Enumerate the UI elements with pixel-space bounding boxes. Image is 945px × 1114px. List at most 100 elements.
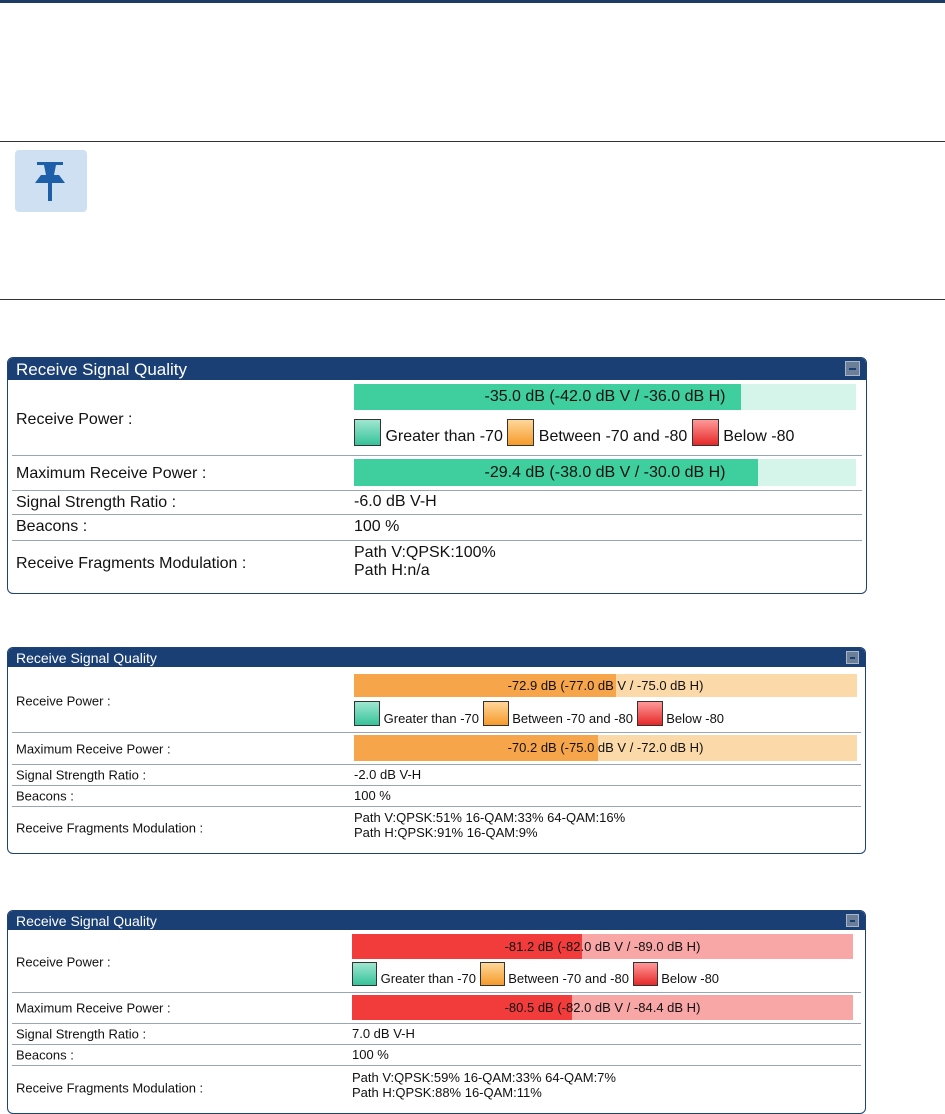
- green-swatch-icon: [354, 701, 380, 726]
- beacons-label: Beacons :: [16, 788, 74, 803]
- beacons-label: Beacons :: [16, 1047, 74, 1062]
- receive-power-bar: -35.0 dB (-42.0 dB V / -36.0 dB H): [354, 384, 856, 410]
- modulation-row: Receive Fragments Modulation : Path V:QP…: [8, 807, 865, 849]
- max-receive-power-value: -29.4 dB (-38.0 dB V / -30.0 dB H): [484, 464, 726, 481]
- red-swatch-icon: [636, 701, 663, 726]
- beacons-value: 100 %: [352, 1047, 389, 1062]
- pushpin-icon: [15, 150, 87, 212]
- signal-strength-ratio-label: Signal Strength Ratio :: [16, 767, 147, 783]
- max-receive-power-bar: -29.4 dB (-38.0 dB V / -30.0 dB H): [354, 459, 856, 486]
- max-receive-power-bar-fill: [354, 459, 759, 486]
- max-receive-power-row: Maximum Receive Power : -80.5 dB (-82.0 …: [8, 993, 865, 1023]
- row-divider: [12, 514, 862, 515]
- receive-power-bar-fill: [352, 934, 583, 959]
- receive-power-bar-fill: [354, 674, 616, 697]
- modulation-row: Receive Fragments Modulation : Path V:QP…: [8, 1066, 865, 1110]
- beacons-row: Beacons : 100 %: [8, 1045, 865, 1064]
- receive-power-value: -72.9 dB (-77.0 dB V / -75.0 dB H): [507, 678, 704, 693]
- modulation-path-h: Path H:QPSK:88% 16-QAM:11%: [352, 1085, 542, 1100]
- modulation-label: Receive Fragments Modulation :: [16, 1080, 204, 1096]
- row-divider: [12, 764, 861, 765]
- modulation-path-v: Path V:QPSK:100%: [354, 544, 496, 561]
- legend-below: Below -80: [723, 428, 795, 445]
- receive-signal-quality-panel-1: Receive Signal Quality Receive Power : -…: [7, 357, 867, 594]
- signal-legend: Greater than -70 Between -70 and -80 Bel…: [352, 962, 719, 986]
- green-swatch-icon: [352, 962, 377, 986]
- signal-legend: Greater than -70 Between -70 and -80 Bel…: [354, 419, 794, 446]
- beacons-value: 100 %: [354, 518, 400, 535]
- panel-header: Receive Signal Quality: [8, 648, 865, 667]
- minimize-icon[interactable]: [845, 361, 860, 376]
- receive-power-bar-fill: [354, 384, 741, 410]
- beacons-label: Beacons :: [16, 518, 88, 535]
- signal-strength-ratio-value: -2.0 dB V-H: [354, 767, 422, 782]
- max-receive-power-value: -80.5 dB (-82.0 dB V / -84.4 dB H): [504, 1000, 701, 1015]
- max-receive-power-row: Maximum Receive Power : -29.4 dB (-38.0 …: [8, 456, 866, 491]
- receive-power-row: Receive Power : -72.9 dB (-77.0 dB V / -…: [8, 668, 865, 733]
- legend-below: Below -80: [666, 711, 725, 726]
- orange-swatch-icon: [482, 701, 509, 726]
- receive-signal-quality-panel-2: Receive Signal Quality Receive Power : -…: [7, 647, 866, 854]
- receive-power-value: -35.0 dB (-42.0 dB V / -36.0 dB H): [484, 388, 726, 405]
- panel-title: Receive Signal Quality: [16, 650, 157, 666]
- red-swatch-icon: [632, 962, 658, 986]
- red-swatch-icon: [691, 419, 719, 446]
- legend-greater: Greater than -70: [385, 428, 503, 445]
- max-receive-power-bar: -80.5 dB (-82.0 dB V / -84.4 dB H): [352, 995, 853, 1020]
- minimize-icon[interactable]: [846, 914, 859, 927]
- receive-power-bar: -72.9 dB (-77.0 dB V / -75.0 dB H): [354, 674, 857, 697]
- legend-greater: Greater than -70: [383, 711, 480, 726]
- note-top-divider: [0, 141, 945, 142]
- modulation-path-h: Path H:n/a: [354, 562, 430, 579]
- row-divider: [12, 992, 861, 993]
- modulation-label: Receive Fragments Modulation :: [16, 554, 247, 572]
- beacons-row: Beacons : 100 %: [8, 786, 865, 805]
- panel-title: Receive Signal Quality: [16, 913, 157, 929]
- max-receive-power-bar: -70.2 dB (-75.0 dB V / -72.0 dB H): [354, 735, 857, 761]
- max-receive-power-label: Maximum Receive Power :: [16, 464, 207, 482]
- modulation-path-h: Path H:QPSK:91% 16-QAM:9%: [354, 825, 538, 840]
- receive-power-bar: -81.2 dB (-82.0 dB V / -89.0 dB H): [352, 934, 853, 959]
- panel-header: Receive Signal Quality: [8, 358, 866, 380]
- beacons-row: Beacons : 100 %: [8, 515, 866, 539]
- max-receive-power-label: Maximum Receive Power :: [16, 1000, 171, 1016]
- modulation-row: Receive Fragments Modulation : Path V:QP…: [8, 541, 866, 586]
- legend-between: Between -70 and -80: [508, 971, 629, 986]
- receive-power-label: Receive Power :: [16, 954, 111, 969]
- signal-strength-ratio-label: Signal Strength Ratio :: [16, 493, 177, 511]
- signal-strength-ratio-value: -6.0 dB V-H: [354, 493, 437, 510]
- signal-strength-ratio-row: Signal Strength Ratio : -6.0 dB V-H: [8, 491, 866, 514]
- row-divider: [12, 806, 861, 807]
- max-receive-power-bar-fill: [352, 995, 573, 1020]
- receive-power-row: Receive Power : -81.2 dB (-82.0 dB V / -…: [8, 931, 865, 992]
- panel-header: Receive Signal Quality: [8, 911, 865, 930]
- minimize-icon[interactable]: [846, 651, 859, 664]
- legend-below: Below -80: [661, 971, 720, 986]
- receive-power-label: Receive Power :: [16, 693, 111, 708]
- note-bottom-divider: [0, 299, 945, 300]
- row-divider: [12, 785, 861, 786]
- receive-signal-quality-panel-3: Receive Signal Quality Receive Power : -…: [7, 910, 866, 1114]
- row-divider: [12, 455, 862, 456]
- panel-title: Receive Signal Quality: [16, 360, 188, 379]
- modulation-path-v: Path V:QPSK:51% 16-QAM:33% 64-QAM:16%: [354, 810, 626, 825]
- row-divider: [12, 540, 862, 541]
- legend-between: Between -70 and -80: [512, 711, 633, 726]
- signal-strength-ratio-label: Signal Strength Ratio :: [16, 1026, 147, 1042]
- max-receive-power-value: -70.2 dB (-75.0 dB V / -72.0 dB H): [507, 740, 704, 755]
- beacons-value: 100 %: [354, 788, 391, 803]
- row-divider: [12, 1044, 861, 1045]
- signal-strength-ratio-row: Signal Strength Ratio : -2.0 dB V-H: [8, 765, 865, 785]
- orange-swatch-icon: [507, 419, 535, 446]
- row-divider: [12, 1023, 861, 1024]
- modulation-label: Receive Fragments Modulation :: [16, 820, 204, 836]
- legend-between: Between -70 and -80: [538, 428, 688, 445]
- row-divider: [12, 490, 862, 491]
- max-receive-power-bar-fill: [354, 735, 598, 761]
- receive-power-label: Receive Power :: [16, 410, 133, 428]
- legend-greater: Greater than -70: [380, 971, 477, 986]
- max-receive-power-row: Maximum Receive Power : -70.2 dB (-75.0 …: [8, 733, 865, 765]
- page-top-rule: [0, 0, 945, 3]
- max-receive-power-label: Maximum Receive Power :: [16, 741, 171, 757]
- orange-swatch-icon: [479, 962, 505, 986]
